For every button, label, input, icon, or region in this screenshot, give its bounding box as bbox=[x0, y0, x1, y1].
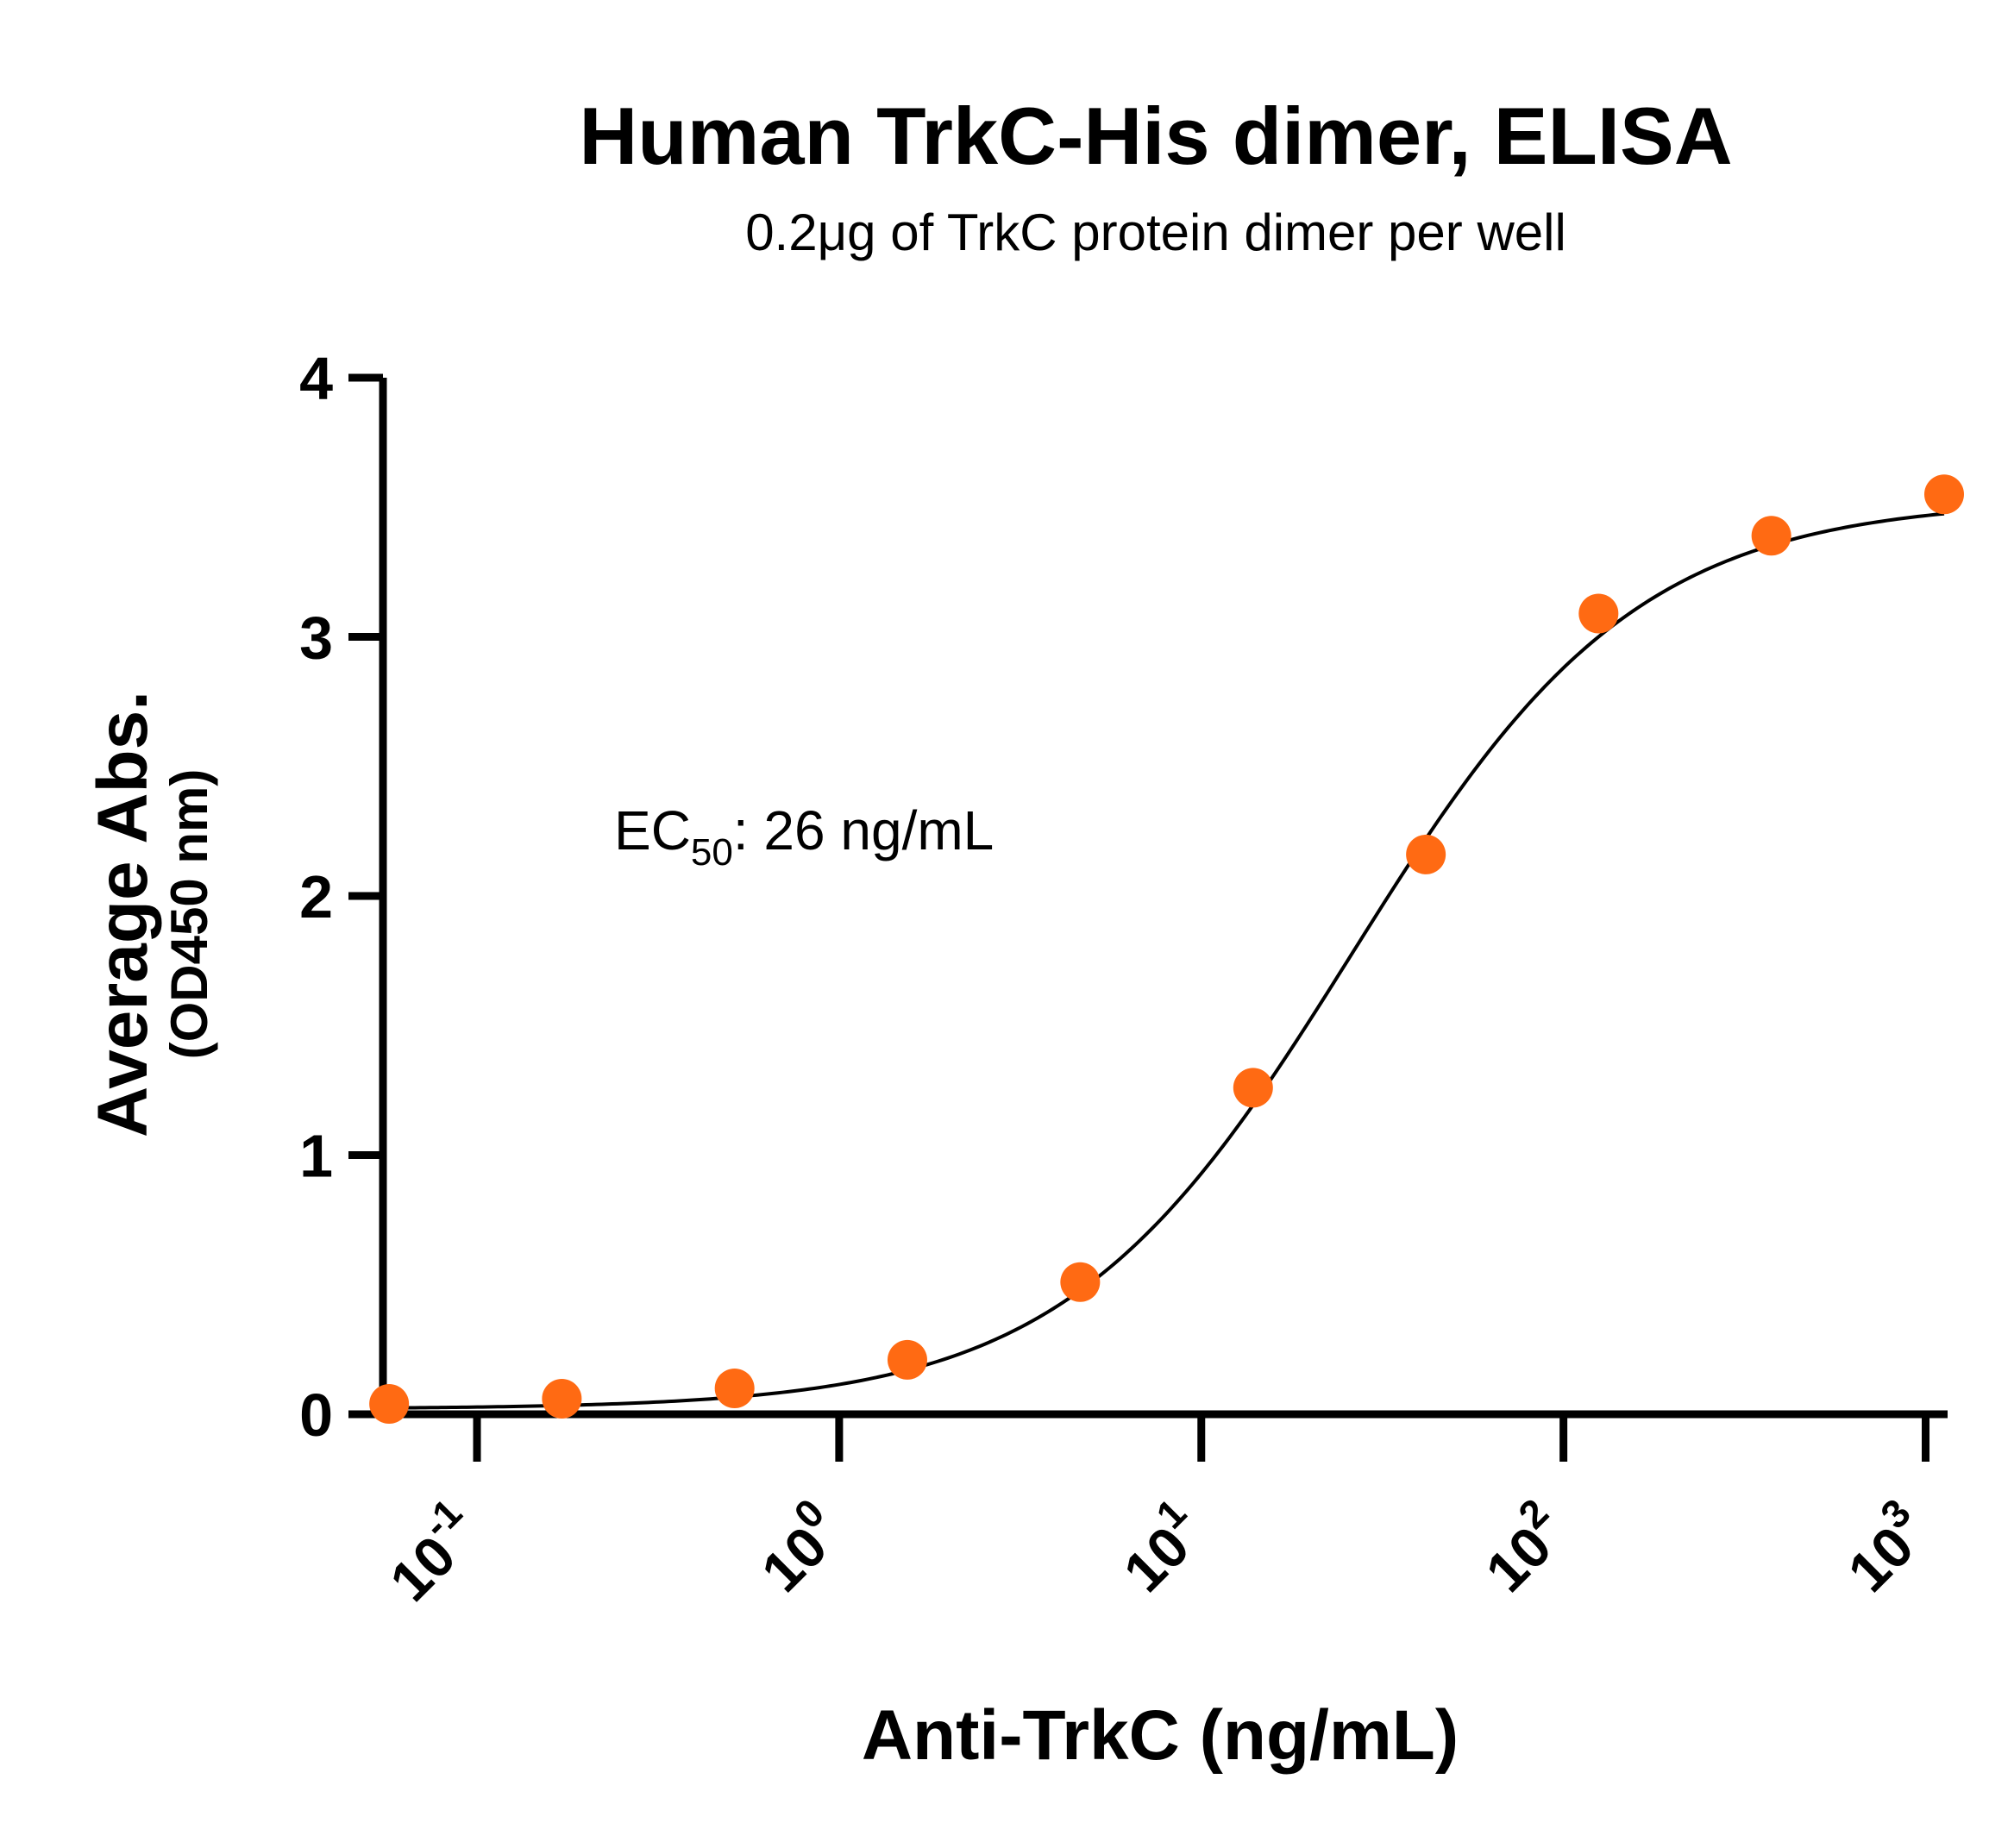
x-tick-label-group: 102 bbox=[1465, 1490, 1578, 1604]
data-point bbox=[887, 1339, 927, 1380]
x-axis-label: Anti-TrkC (ng/mL) bbox=[862, 1696, 1459, 1775]
axes: 0 1 2 3 4 10-1 100 101 102 103 bbox=[299, 345, 1948, 1613]
y-tick-label: 3 bbox=[299, 605, 333, 672]
data-points-layer bbox=[369, 474, 1964, 1424]
data-point bbox=[1233, 1068, 1273, 1108]
data-point bbox=[1578, 593, 1619, 634]
data-point bbox=[369, 1383, 410, 1424]
x-tick-label: 100 bbox=[741, 1490, 855, 1604]
data-point bbox=[714, 1368, 755, 1408]
chart-subtitle: 0.2μg of TrkC protein dimer per well bbox=[745, 204, 1566, 261]
ec50-value: : 26 ng/mL bbox=[733, 799, 994, 861]
y-axis-title: Average Abs. bbox=[84, 691, 162, 1137]
x-tick-label: 101 bbox=[1102, 1490, 1216, 1604]
y-tick-label: 2 bbox=[299, 863, 333, 930]
fit-curve-layer bbox=[389, 511, 1945, 1410]
ec50-subscript: 50 bbox=[691, 831, 733, 874]
data-point bbox=[542, 1378, 582, 1419]
chart-title: Human TrkC-His dimer, ELISA bbox=[579, 91, 1732, 181]
x-tick-label-group: 103 bbox=[1827, 1490, 1941, 1604]
y-tick-label: 0 bbox=[299, 1381, 333, 1449]
ec50-annotation: EC50: 26 ng/mL bbox=[614, 799, 994, 874]
x-tick-label-group: 101 bbox=[1102, 1490, 1216, 1604]
x-tick-label: 102 bbox=[1465, 1490, 1578, 1604]
x-tick-label-group: 100 bbox=[741, 1490, 855, 1604]
y-tick-label: 1 bbox=[299, 1123, 333, 1190]
data-point bbox=[1060, 1262, 1101, 1302]
ec50-prefix: EC bbox=[614, 799, 691, 861]
data-point bbox=[1406, 834, 1446, 874]
fit-curve bbox=[389, 511, 1945, 1410]
y-tick-label: 4 bbox=[299, 345, 333, 412]
x-tick-label: 103 bbox=[1827, 1490, 1941, 1604]
x-tick-label-group: 10-1 bbox=[369, 1490, 493, 1613]
data-point bbox=[1923, 474, 1964, 515]
x-tick-label: 10-1 bbox=[369, 1490, 493, 1613]
data-point bbox=[1751, 516, 1791, 556]
y-axis-subtitle: (OD450 nm) bbox=[160, 769, 218, 1060]
y-axis-label: Average Abs. (OD450 nm) bbox=[84, 691, 218, 1137]
